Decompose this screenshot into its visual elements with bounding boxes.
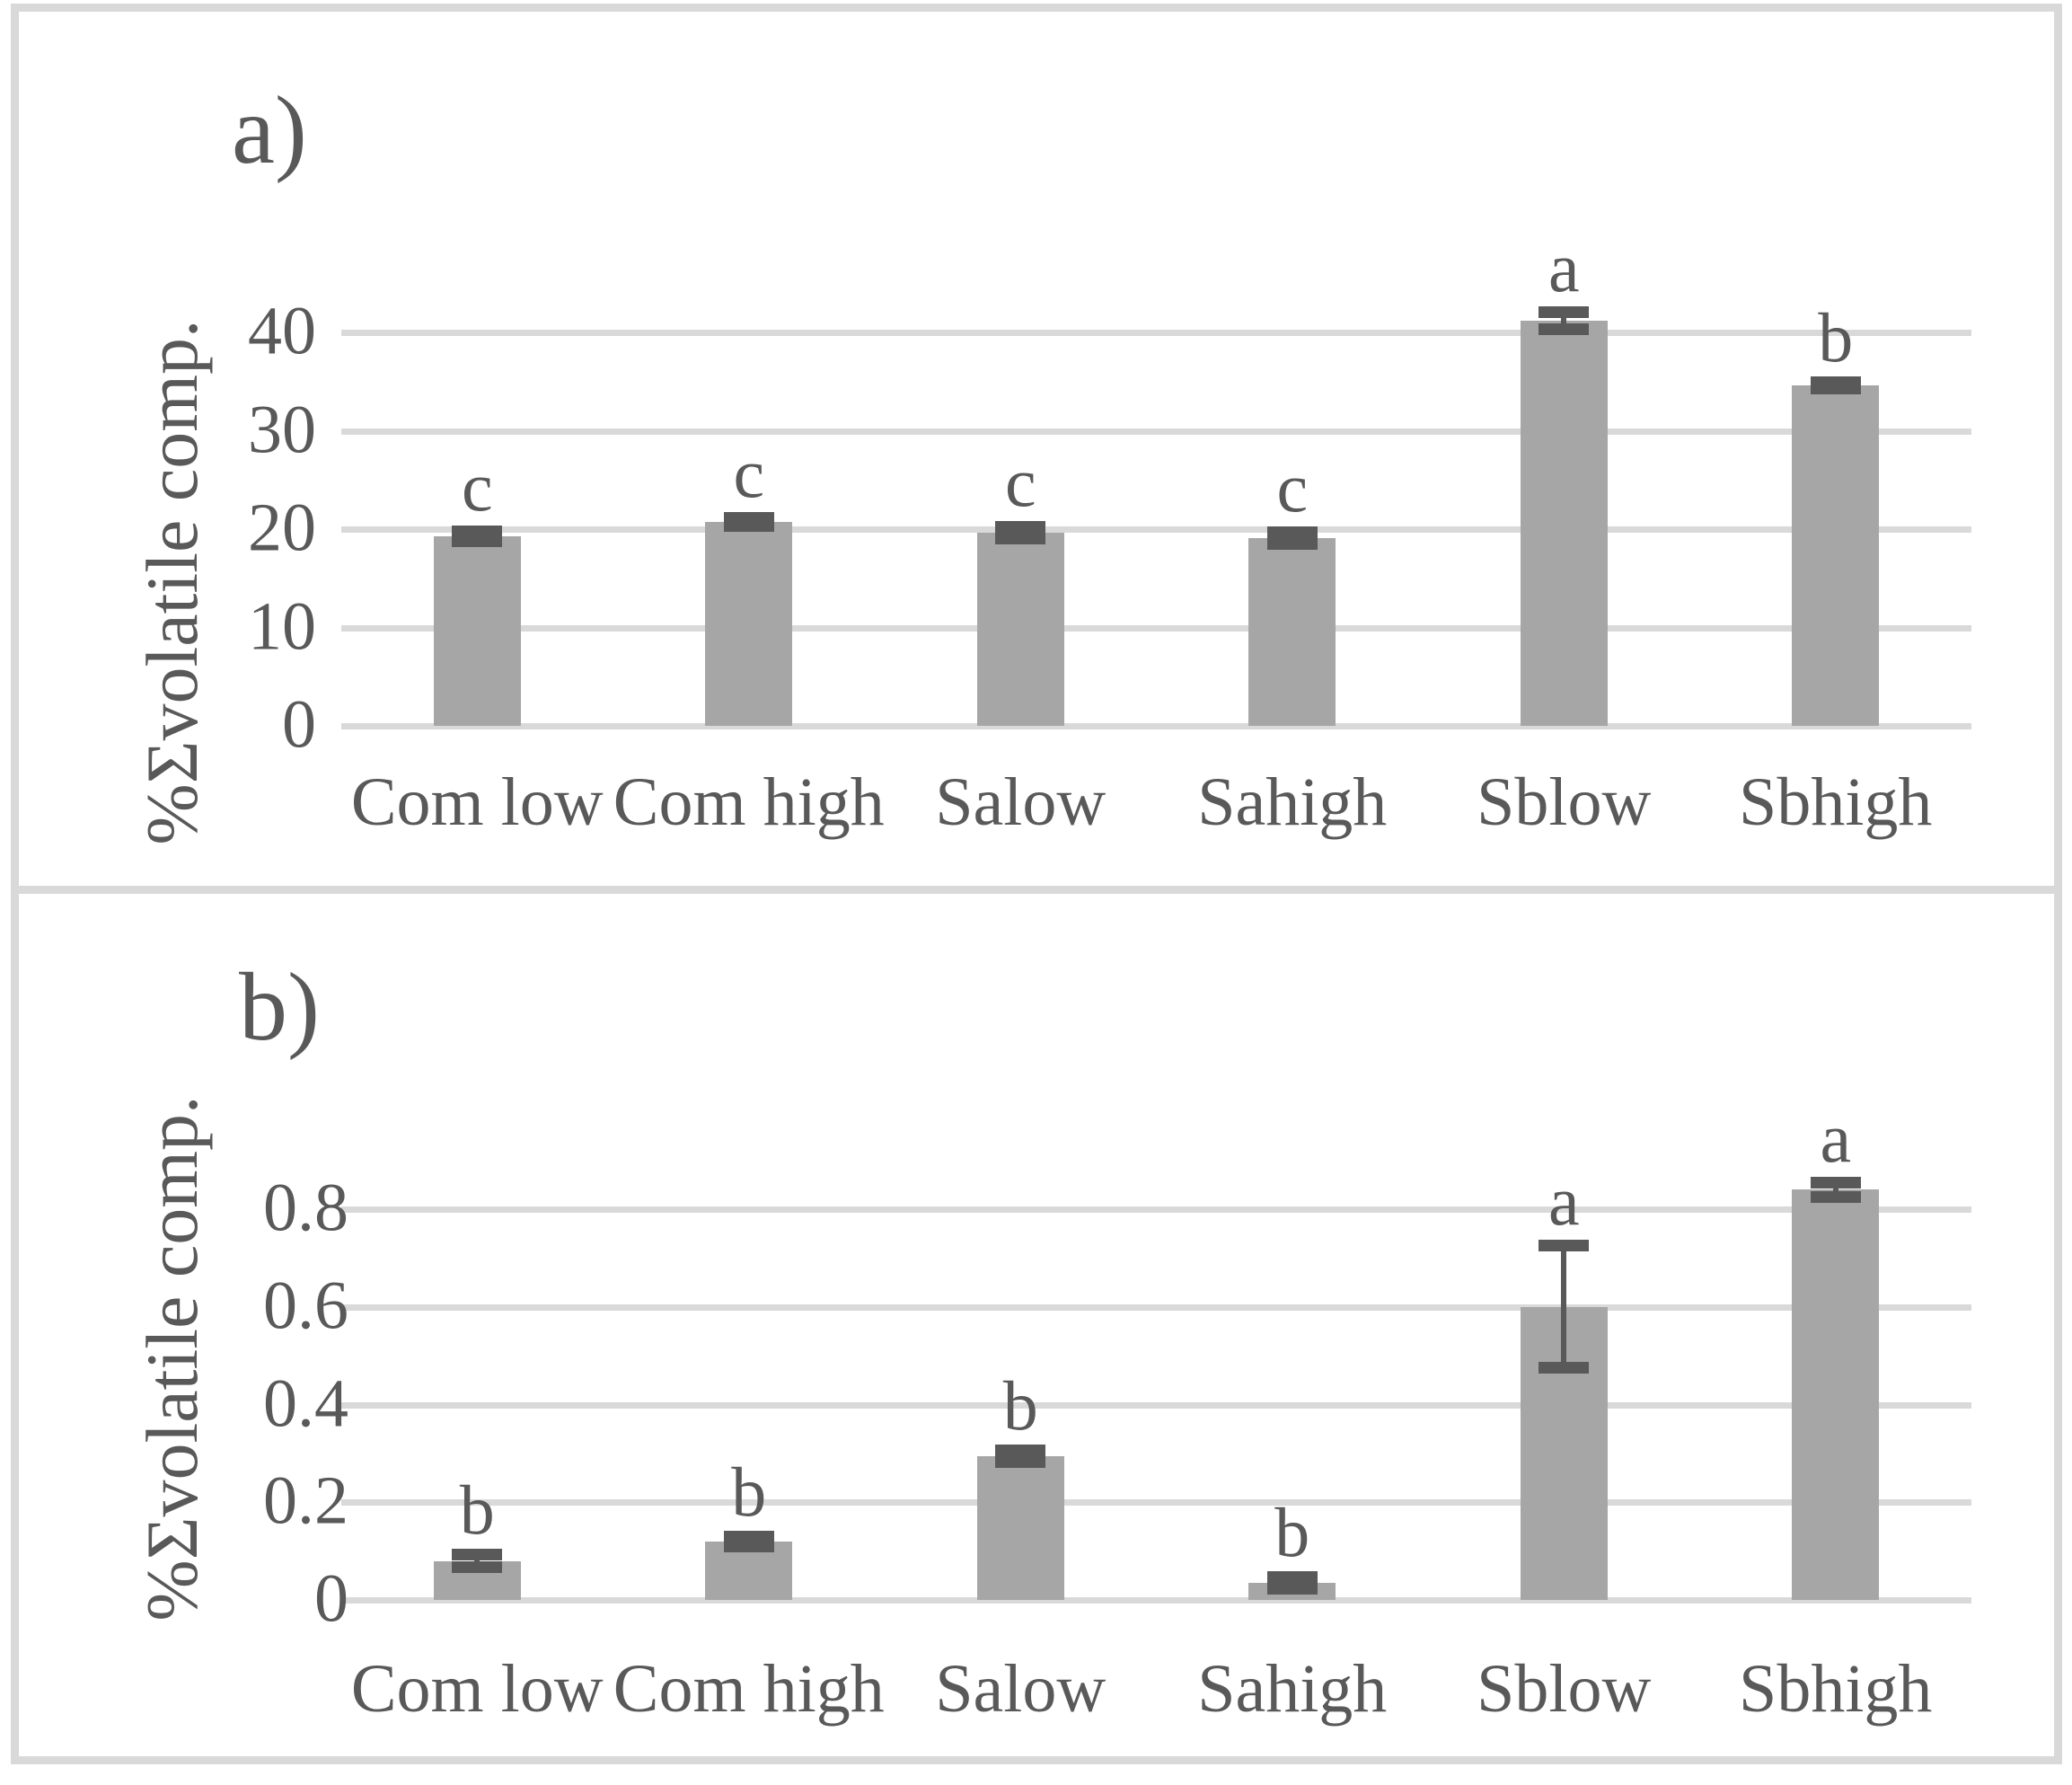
y-tick-label: 0 — [314, 1560, 348, 1637]
significance-letter: c — [733, 434, 765, 513]
gridline-20 — [341, 526, 1971, 533]
y-tick-label: 0 — [282, 686, 316, 763]
error-bar-cap-bottom — [1539, 1362, 1590, 1374]
error-bar-line — [1289, 1577, 1295, 1589]
significance-letter: a — [1820, 1098, 1852, 1177]
gridline-0.2 — [341, 1499, 1971, 1507]
significance-letter: b — [1002, 1365, 1038, 1445]
error-bar-cap-bottom — [1266, 1582, 1318, 1595]
error-bar-cap-bottom — [1810, 382, 1861, 394]
gridline-0.8 — [341, 1206, 1971, 1213]
error-bar-cap-bottom — [723, 520, 774, 533]
x-axis-label-sbhigh: Sbhigh — [1739, 764, 1933, 840]
error-bar-line — [1018, 1450, 1024, 1462]
significance-letter: b — [1274, 1492, 1310, 1571]
significance-letter: b — [1818, 298, 1854, 377]
error-bar-cap-top — [452, 525, 503, 537]
error-bar-line — [1561, 1245, 1567, 1368]
error-bar-cap-top — [723, 1530, 774, 1542]
error-bar-cap-bottom — [452, 535, 503, 547]
y-tick-label: 10 — [248, 588, 316, 664]
x-axis-label-salow: Salow — [935, 764, 1107, 840]
bar-sahigh — [1248, 537, 1336, 726]
x-axis-label-com-high: Com high — [613, 1651, 885, 1727]
error-bar-cap-bottom — [1810, 1190, 1861, 1203]
error-bar-cap-top — [1266, 526, 1318, 538]
error-bar-cap-top — [995, 521, 1046, 534]
error-bar-cap-bottom — [723, 1540, 774, 1552]
error-bar-cap-top — [1266, 1570, 1318, 1583]
bar-sbhigh — [1792, 385, 1880, 726]
bar-sblow — [1520, 320, 1608, 726]
x-axis-label-sahigh: Sahigh — [1197, 764, 1388, 840]
figure-frame — [11, 4, 2062, 1764]
error-bar-line — [1832, 1182, 1838, 1197]
panel-b-letter: b) — [239, 954, 320, 1061]
bar-com-high — [705, 522, 793, 726]
y-tick-label: 0.8 — [263, 1170, 348, 1246]
bar-sbhigh — [1792, 1189, 1880, 1600]
x-axis-label-sahigh: Sahigh — [1197, 1651, 1388, 1727]
x-axis-label-sbhigh: Sbhigh — [1739, 1651, 1933, 1727]
x-axis-label-sblow: Sblow — [1477, 1651, 1652, 1727]
y-tick-label: 0.2 — [263, 1462, 348, 1539]
error-bar-cap-bottom — [452, 1560, 503, 1573]
gridline-40 — [341, 330, 1971, 336]
gridline-0 — [341, 723, 1971, 729]
error-bar-cap-top — [1810, 1176, 1861, 1189]
error-bar-cap-bottom — [1266, 537, 1318, 550]
significance-letter: a — [1547, 1162, 1580, 1241]
error-bar-line — [1289, 532, 1295, 544]
error-bar-line — [1018, 526, 1024, 539]
significance-letter: a — [1547, 227, 1580, 306]
error-bar-cap-bottom — [995, 1455, 1046, 1468]
bar-salow — [976, 533, 1064, 726]
x-axis-label-com-low: Com low — [350, 1651, 604, 1727]
error-bar-line — [1561, 312, 1567, 330]
x-axis-label-com-high: Com high — [613, 764, 885, 840]
panel-a-letter: a) — [232, 77, 307, 184]
error-bar-cap-top — [1539, 1240, 1590, 1252]
gridline-0.6 — [341, 1303, 1971, 1311]
bar-com-low — [433, 535, 521, 726]
y-tick-label: 40 — [248, 293, 316, 369]
significance-letter: c — [1276, 447, 1309, 526]
y-tick-label: 0.6 — [263, 1268, 348, 1344]
error-bar-cap-top — [1539, 305, 1590, 318]
gridline-10 — [341, 624, 1971, 632]
gridline-0.4 — [341, 1401, 1971, 1409]
error-bar-line — [474, 1554, 481, 1568]
x-axis-label-salow: Salow — [935, 1651, 1107, 1727]
gridline-0 — [341, 1597, 1971, 1604]
x-axis-label-sblow: Sblow — [1477, 764, 1652, 840]
gridline-30 — [341, 428, 1971, 435]
significance-letter: b — [731, 1452, 767, 1531]
significance-letter: b — [459, 1471, 495, 1550]
error-bar-cap-top — [995, 1444, 1046, 1456]
y-tick-label: 0.4 — [263, 1365, 348, 1441]
significance-letter: c — [1004, 443, 1036, 522]
error-bar-cap-top — [452, 1549, 503, 1561]
panel-divider — [11, 886, 2062, 894]
error-bar-cap-bottom — [1539, 323, 1590, 336]
bar-salow — [976, 1455, 1064, 1600]
y-tick-label: 30 — [248, 391, 316, 467]
y-tick-label: 20 — [248, 490, 316, 566]
error-bar-cap-bottom — [995, 533, 1046, 545]
significance-letter: c — [461, 446, 493, 526]
x-axis-label-com-low: Com low — [350, 764, 604, 840]
